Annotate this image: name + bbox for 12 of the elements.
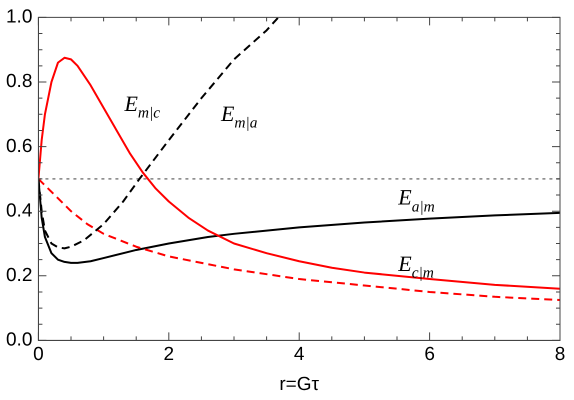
x-tick-label: 0	[33, 344, 44, 366]
y-tick-label: 0.8	[6, 71, 32, 92]
x-tick-label: 2	[164, 344, 174, 366]
y-tick-label: 0.4	[6, 200, 33, 222]
x-tick-label: 6	[424, 344, 435, 366]
y-tick-label: 1.0	[6, 6, 32, 28]
x-tick-label: 8	[554, 344, 566, 366]
y-tick-label: 0.0	[6, 330, 32, 351]
y-tick-label: 0.6	[6, 136, 32, 157]
x-tick-label: 4	[294, 344, 305, 366]
y-tick-label: 0.2	[6, 265, 32, 286]
x-axis-title: r=Gτ	[279, 374, 320, 395]
